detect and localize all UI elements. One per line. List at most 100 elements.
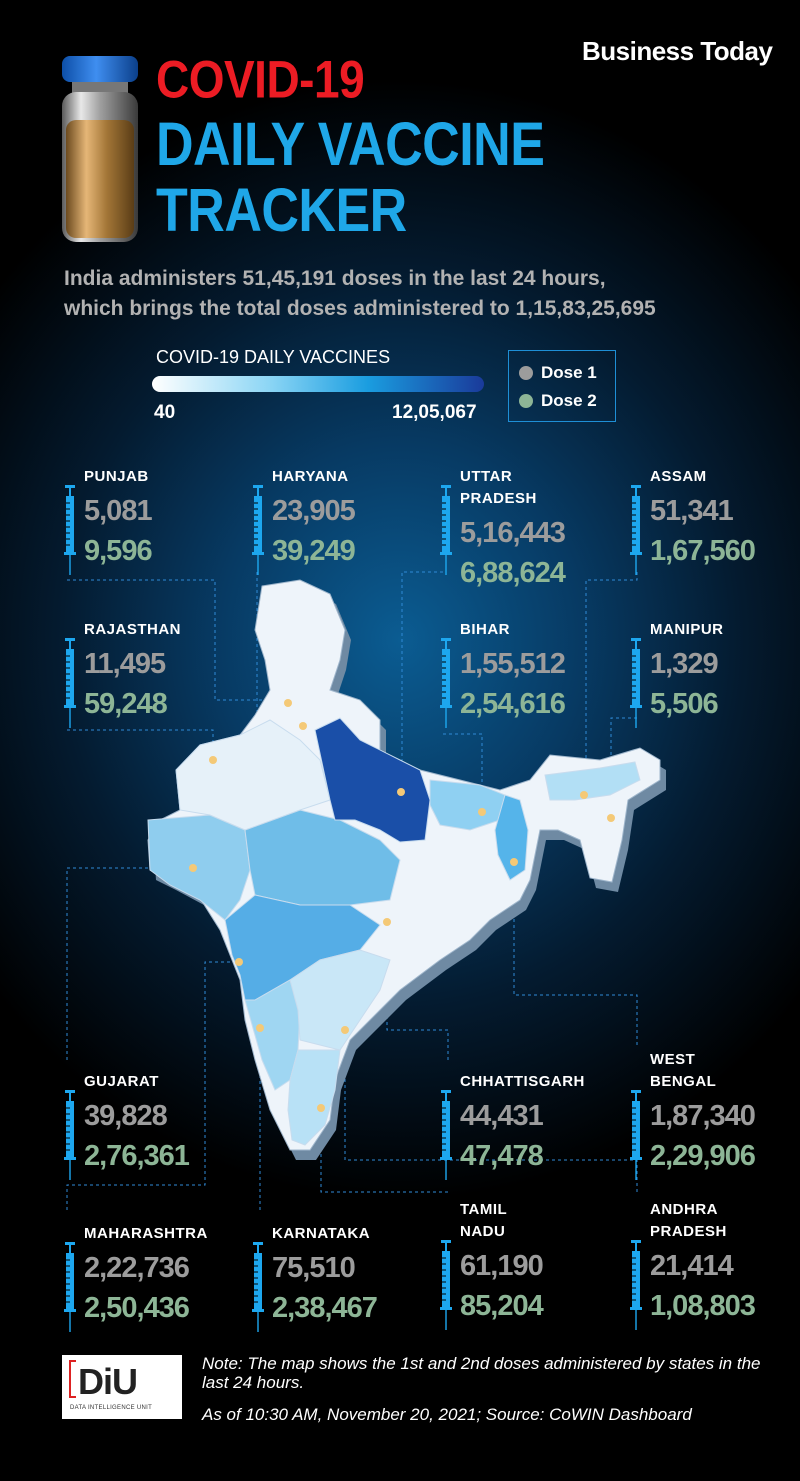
dose1-value: 21,414 [650, 1250, 734, 1282]
leader-tamil-nadu [320, 1108, 448, 1193]
dose2-value: 9,596 [84, 535, 153, 567]
brand-logo: Business Today [582, 36, 773, 66]
state-name: ASSAM [650, 468, 707, 485]
state-name-line2: PRADESH [460, 490, 537, 507]
dose1-label: Dose 1 [541, 363, 597, 382]
state-name: MAHARASHTRA [84, 1225, 208, 1242]
color-scale-max: 12,05,067 [392, 402, 477, 423]
state-name-line2: NADU [460, 1223, 506, 1240]
state-name: MANIPUR [650, 621, 724, 638]
dose2-value: 2,29,906 [650, 1140, 756, 1172]
syringe-icon [440, 1240, 452, 1330]
dose1-value: 61,190 [460, 1250, 544, 1282]
dose1-value: 2,22,736 [84, 1252, 190, 1284]
diu-logo-text: DiU [78, 1361, 138, 1402]
dose1-value: 44,431 [460, 1100, 544, 1132]
dose2-value: 85,204 [460, 1290, 544, 1322]
leader-assam [585, 572, 638, 792]
syringe-icon [64, 485, 76, 575]
summary-text: India administers 51,45,191 doses in the… [64, 264, 784, 324]
state-name-line1: ANDHRA [650, 1201, 718, 1218]
syringe-icon [252, 485, 264, 575]
marker-maharashtra [235, 958, 243, 966]
diu-logo: DiU DATA INTELLIGENCE UNIT [62, 1355, 182, 1419]
map-tamil-nadu [287, 1049, 341, 1146]
dose2-value: 2,54,616 [460, 688, 566, 720]
dose1-value: 11,495 [84, 648, 166, 680]
state-name-line1: UTTAR [460, 468, 513, 485]
vaccine-vial-icon [62, 56, 138, 242]
state-name: PUNJAB [84, 468, 149, 485]
leader-maharashtra [66, 961, 238, 1210]
marker-manipur [607, 814, 615, 822]
dose1-value: 51,341 [650, 495, 734, 527]
syringe-icon [64, 1242, 76, 1332]
marker-bihar [478, 808, 486, 816]
map-gujarat [147, 814, 251, 921]
state-name-line1: WEST [650, 1051, 696, 1068]
state-name: BIHAR [460, 621, 510, 638]
dose1-value: 75,510 [272, 1252, 356, 1284]
title-covid: COVID-19 [156, 49, 365, 109]
title-line-tracker: TRACKER [156, 176, 407, 246]
dose1-dot-icon [519, 366, 533, 380]
marker-uttar-pradesh [397, 788, 405, 796]
marker-gujarat [189, 864, 197, 872]
dose2-value: 39,249 [272, 535, 356, 567]
leader-gujarat [66, 867, 193, 1060]
dose1-value: 1,329 [650, 648, 719, 680]
syringe-icon [440, 485, 452, 575]
leader-bihar [443, 733, 483, 810]
dose2-legend-item: Dose 2 [519, 391, 597, 411]
map-madhya-pradesh [244, 809, 401, 906]
logo-bracket-icon [69, 1360, 76, 1398]
state-name-line1: TAMIL [460, 1201, 508, 1218]
state-name: GUJARAT [84, 1073, 159, 1090]
state-name: CHHATTISGARH [460, 1073, 585, 1090]
dose2-label: Dose 2 [541, 391, 597, 410]
map-andhra-pradesh [289, 949, 391, 1051]
map-uttar-pradesh [314, 717, 431, 843]
dose2-value: 1,67,560 [650, 535, 756, 567]
title-tracker: DAILY VACCINE TRACKER [156, 112, 545, 246]
dose1-value: 1,55,512 [460, 648, 566, 680]
state-name-line2: BENGAL [650, 1073, 717, 1090]
dose2-value: 2,76,361 [84, 1140, 190, 1172]
dose2-dot-icon [519, 394, 533, 408]
dose2-value: 2,50,436 [84, 1292, 190, 1324]
leader-punjab [67, 579, 288, 701]
dose2-value: 6,88,624 [460, 557, 566, 589]
syringe-icon [64, 638, 76, 728]
legend-title: COVID-19 DAILY VACCINES [156, 347, 391, 367]
syringe-icon [630, 638, 642, 728]
marker-punjab [284, 699, 292, 707]
marker-rajasthan [209, 756, 217, 764]
summary-line-2: which brings the total doses administere… [64, 297, 656, 320]
marker-tamil-nadu [317, 1104, 325, 1112]
color-scale-min: 40 [154, 402, 176, 423]
dose1-value: 23,905 [272, 495, 356, 527]
dose1-value: 1,87,340 [650, 1100, 756, 1132]
marker-andhra-pradesh [341, 1026, 349, 1034]
dose2-value: 5,506 [650, 688, 719, 720]
state-name-line2: PRADESH [650, 1223, 727, 1240]
color-scale-bar [152, 376, 484, 392]
marker-haryana [299, 722, 307, 730]
leader-west-bengal [513, 862, 638, 1045]
dose2-value: 1,08,803 [650, 1290, 756, 1322]
dose1-value: 5,081 [84, 495, 153, 527]
marker-west-bengal [510, 858, 518, 866]
marker-chhattisgarh [383, 918, 391, 926]
map-assam [544, 761, 641, 801]
state-name: HARYANA [272, 468, 349, 485]
syringe-icon [252, 1242, 264, 1332]
map-west-bengal [494, 794, 529, 881]
syringe-icon [440, 1090, 452, 1180]
marker-karnataka [256, 1024, 264, 1032]
state-name: RAJASTHAN [84, 621, 182, 638]
syringe-icon [440, 638, 452, 728]
dose1-legend-item: Dose 1 [519, 363, 597, 383]
state-name: KARNATAKA [272, 1225, 371, 1242]
dose1-value: 5,16,443 [460, 517, 566, 549]
